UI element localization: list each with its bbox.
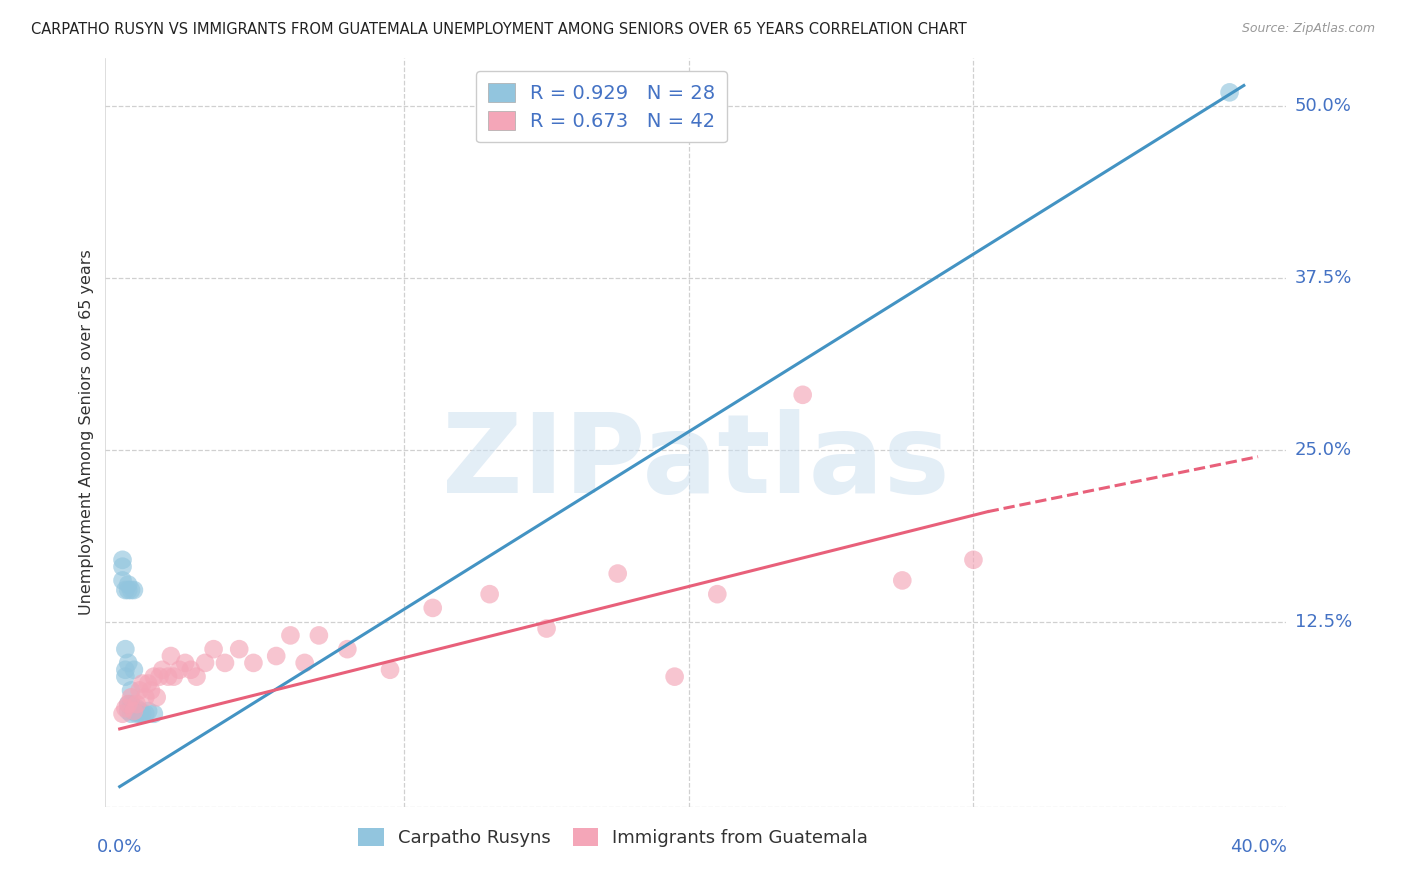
Text: Source: ZipAtlas.com: Source: ZipAtlas.com [1241, 22, 1375, 36]
Point [536, 622, 558, 636]
Point [202, 642, 225, 657]
Point [478, 587, 501, 601]
Point [422, 601, 444, 615]
Point [120, 683, 142, 698]
Text: 12.5%: 12.5% [1295, 613, 1353, 631]
Point [125, 701, 148, 715]
Point [128, 706, 150, 721]
Point [336, 642, 359, 657]
Point [706, 587, 728, 601]
Text: 40.0%: 40.0% [1230, 838, 1286, 855]
Point [114, 670, 136, 684]
Point [145, 690, 167, 705]
Point [891, 574, 914, 588]
Legend: Carpatho Rusyns, Immigrants from Guatemala: Carpatho Rusyns, Immigrants from Guatema… [352, 822, 876, 855]
Point [114, 663, 136, 677]
Point [142, 706, 165, 721]
Point [664, 670, 686, 684]
Text: 50.0%: 50.0% [1295, 97, 1353, 115]
Text: 25.0%: 25.0% [1295, 441, 1353, 458]
Point [606, 566, 628, 581]
Point [194, 656, 217, 670]
Point [242, 656, 264, 670]
Point [117, 704, 139, 718]
Point [142, 670, 165, 684]
Point [114, 642, 136, 657]
Point [134, 706, 156, 721]
Point [117, 582, 139, 597]
Text: 37.5%: 37.5% [1295, 269, 1353, 287]
Point [136, 704, 159, 718]
Point [117, 577, 139, 591]
Point [125, 706, 148, 721]
Point [169, 663, 191, 677]
Point [1219, 86, 1241, 100]
Point [111, 559, 134, 574]
Point [264, 648, 287, 663]
Text: ZIPatlas: ZIPatlas [441, 409, 950, 516]
Point [163, 670, 186, 684]
Point [114, 701, 136, 715]
Point [308, 628, 330, 642]
Point [111, 553, 134, 567]
Y-axis label: Unemployment Among Seniors over 65 years: Unemployment Among Seniors over 65 years [79, 250, 94, 615]
Point [160, 648, 183, 663]
Point [120, 706, 142, 721]
Point [117, 656, 139, 670]
Point [120, 690, 142, 705]
Point [111, 706, 134, 721]
Point [378, 663, 401, 677]
Point [186, 670, 208, 684]
Point [136, 676, 159, 690]
Point [128, 704, 150, 718]
Point [125, 697, 148, 711]
Text: 0.0%: 0.0% [97, 838, 142, 855]
Point [174, 656, 197, 670]
Point [117, 697, 139, 711]
Point [792, 388, 814, 402]
Point [139, 683, 162, 698]
Point [148, 670, 170, 684]
Point [120, 582, 142, 597]
Point [122, 582, 145, 597]
Point [111, 574, 134, 588]
Point [180, 663, 202, 677]
Point [131, 706, 153, 721]
Point [117, 697, 139, 711]
Point [128, 683, 150, 698]
Point [122, 704, 145, 718]
Point [962, 553, 984, 567]
Point [120, 697, 142, 711]
Point [157, 670, 180, 684]
Point [228, 642, 250, 657]
Point [114, 582, 136, 597]
Point [134, 690, 156, 705]
Point [122, 663, 145, 677]
Point [122, 704, 145, 718]
Point [280, 628, 302, 642]
Point [214, 656, 236, 670]
Point [294, 656, 316, 670]
Point [131, 676, 153, 690]
Text: CARPATHO RUSYN VS IMMIGRANTS FROM GUATEMALA UNEMPLOYMENT AMONG SENIORS OVER 65 Y: CARPATHO RUSYN VS IMMIGRANTS FROM GUATEM… [31, 22, 967, 37]
Point [150, 663, 173, 677]
